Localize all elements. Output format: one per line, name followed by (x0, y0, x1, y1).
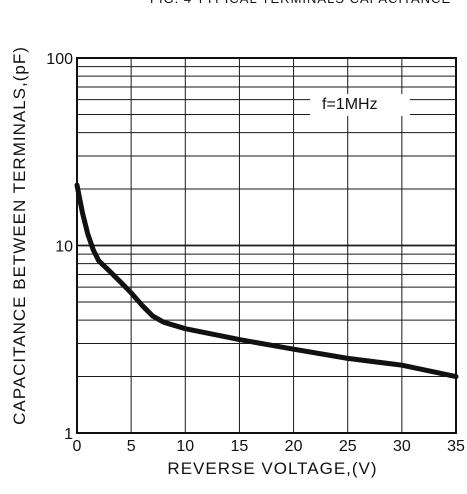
x-tick-label: 35 (447, 438, 465, 455)
x-tick-label: 25 (339, 438, 357, 455)
x-tick-label: 0 (73, 438, 82, 455)
x-tick-label: 15 (231, 438, 249, 455)
y-axis-label: CAPACITANCE BETWEEN TERMINALS,(pF) (10, 46, 29, 425)
x-axis-label: REVERSE VOLTAGE,(V) (167, 459, 377, 478)
y-tick-label: 10 (55, 239, 73, 256)
y-tick-labels: 1 10 100 (46, 51, 73, 443)
y-tick-label: 100 (46, 51, 73, 68)
plot-frame (76, 57, 457, 434)
annotation-box: f=1MHz (310, 94, 410, 116)
annotation-label: f=1MHz (322, 96, 378, 113)
x-tick-label: 10 (176, 438, 194, 455)
x-tick-label: 5 (127, 438, 136, 455)
y-tick-label: 1 (64, 426, 73, 443)
chart-title: FIG. 4 TYPICAL TERMINALS CAPACITANCE (0, 0, 467, 11)
x-tick-label: 20 (285, 438, 303, 455)
x-tick-labels: 0 5 10 15 20 25 30 35 (73, 438, 465, 455)
capacitance-curve (74, 182, 459, 380)
x-tick-label: 30 (393, 438, 411, 455)
